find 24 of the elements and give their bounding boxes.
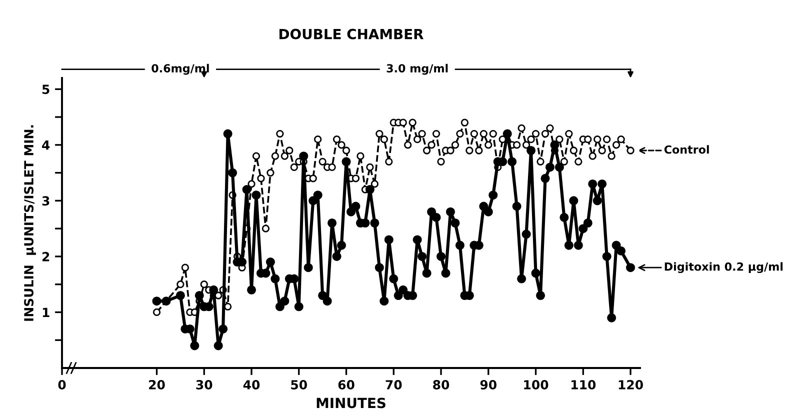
x-tick-label: 60 (338, 380, 354, 390)
y-tick-label: 4 (42, 140, 50, 150)
x-tick-label: 110 (572, 380, 596, 390)
x-tick-label: 0 (58, 380, 66, 390)
y-tick-label: 2 (42, 252, 50, 262)
legend-label: Digitoxin 0.2 µg/ml (664, 262, 783, 274)
x-tick-label: 70 (386, 380, 402, 390)
x-tick-label: 30 (196, 380, 212, 390)
x-tick-label: 40 (243, 380, 260, 390)
x-tick-label: 120 (618, 380, 643, 390)
x-tick-label: 80 (433, 380, 450, 390)
x-tick-label: 90 (480, 380, 496, 390)
x-axis-title: MINUTES (316, 398, 386, 408)
text: 0.6mg/ml (152, 64, 209, 75)
y-axis-title: INSULIN µUNITS/ISLET MIN. (24, 125, 36, 321)
y-tick-label: 1 (42, 308, 50, 317)
text: 3.0 mg/ml (386, 64, 448, 75)
y-tick-label: 5 (42, 84, 50, 94)
legend-label: Control (664, 145, 709, 154)
x-tick-label: 100 (524, 380, 548, 390)
x-tick-label: 20 (149, 380, 165, 390)
x-tick-label: 50 (291, 380, 307, 390)
y-tick-label: 3 (42, 196, 50, 206)
chart-title: DOUBLE CHAMBER (280, 28, 424, 40)
